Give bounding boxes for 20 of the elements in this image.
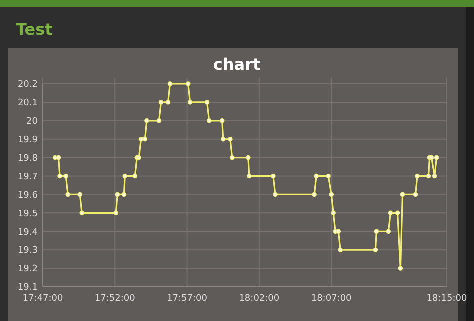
y-tick-label: 19.1 bbox=[18, 283, 38, 294]
x-tick-label: 17:47:00 bbox=[22, 294, 64, 304]
x-tick-label: 18:15:00 bbox=[426, 294, 468, 304]
y-tick-label: 19.7 bbox=[18, 172, 38, 182]
x-tick-label: 17:57:00 bbox=[167, 294, 208, 304]
y-tick-label: 19.9 bbox=[18, 136, 38, 146]
y-tick-label: 20.1 bbox=[18, 98, 38, 109]
y-tick-label: 20 bbox=[26, 117, 38, 128]
y-tick-label: 19.8 bbox=[18, 154, 38, 164]
y-tick-label: 19.4 bbox=[18, 228, 38, 238]
x-tick-label: 18:07:00 bbox=[311, 294, 352, 304]
text: Test bbox=[16, 20, 54, 39]
y-tick-label: 19.6 bbox=[18, 190, 38, 201]
y-tick-label: 19.3 bbox=[18, 246, 38, 256]
x-tick-label: 17:52:00 bbox=[94, 294, 136, 304]
y-tick-label: 19.5 bbox=[18, 209, 38, 220]
y-tick-label: 20.2 bbox=[18, 80, 38, 90]
x-tick-label: 18:02:00 bbox=[239, 294, 280, 304]
chart-title: chart bbox=[213, 55, 261, 74]
y-tick-label: 19.2 bbox=[18, 264, 38, 275]
